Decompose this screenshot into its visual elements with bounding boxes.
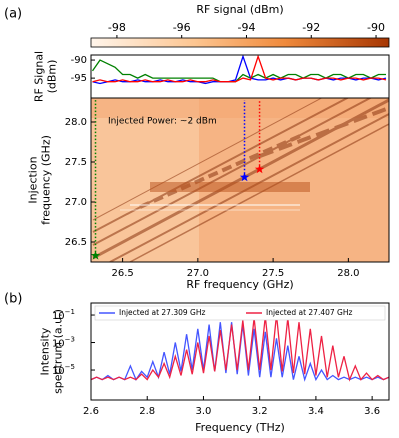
x-tick-label: 3.4 (308, 406, 324, 417)
x-tick-label: 26.5 (111, 268, 133, 279)
y-axis-label: Intensity (39, 327, 52, 375)
colorbar-title: RF signal (dBm) (196, 3, 283, 16)
y-tick-label: 26.5 (65, 237, 87, 248)
tick-base: 10 (52, 339, 65, 350)
x-tick-label: 27.5 (262, 268, 284, 279)
y-tick-label: 28.0 (65, 117, 87, 128)
panel-label: (b) (4, 292, 22, 307)
y-tick-label: 10−3 (52, 336, 75, 350)
star-marker (90, 250, 101, 260)
y-tick-label: 27.0 (65, 197, 87, 208)
x-tick-label: 27.0 (187, 268, 209, 279)
x-tick-label: 2.6 (83, 406, 99, 417)
y-axis-label: RF Signal (33, 51, 46, 102)
y-axis-label: Injection (27, 156, 40, 203)
x-tick-label: 3.0 (195, 406, 211, 417)
tick-base: 10 (52, 311, 65, 322)
panel-label: (a) (4, 7, 22, 22)
series-line (91, 59, 386, 83)
x-tick-label: 28.0 (337, 268, 359, 279)
y-axis-label: frequency (GHz) (40, 135, 53, 225)
tick-exponent: −5 (65, 363, 75, 371)
star-marker (254, 164, 265, 174)
y-axis-label: spectrum (a.u.) (52, 309, 65, 394)
tick-exponent: −3 (65, 336, 75, 344)
y-tick-label: -90 (71, 55, 87, 66)
tick-base: 10 (52, 366, 65, 377)
series-line (91, 314, 389, 382)
plot-frame (90, 97, 390, 263)
y-axis-label: (dBm) (46, 60, 59, 94)
x-axis-label: RF frequency (GHz) (186, 278, 293, 291)
plot-frame (90, 302, 390, 401)
x-tick-label: 3.6 (364, 406, 380, 417)
legend-label: Injected at 27.407 GHz (266, 308, 352, 317)
legend-label: Injected at 27.309 GHz (119, 308, 205, 317)
y-tick-label: -95 (71, 73, 87, 84)
colorbar-tick-label: -94 (237, 21, 255, 34)
colorbar-tick-label: -92 (302, 21, 320, 34)
y-tick-label: 10−1 (52, 308, 75, 322)
x-tick-label: 3.2 (252, 406, 268, 417)
y-tick-label: 27.5 (65, 157, 87, 168)
tick-exponent: −1 (65, 308, 75, 316)
x-tick-label: 2.8 (139, 406, 155, 417)
series-line (92, 55, 387, 83)
legend-box (94, 305, 386, 321)
y-tick-label: 10−5 (52, 363, 75, 377)
colorbar (90, 37, 390, 48)
x-axis-label: Frequency (THz) (195, 421, 285, 434)
colorbar-tick-label: -96 (173, 21, 191, 34)
annotation: Injected Power: ~2 dBm (108, 117, 217, 127)
colorbar-tick-label: -90 (367, 21, 385, 34)
colorbar-tick-label: -98 (108, 21, 126, 34)
heatmap-image (91, 98, 389, 262)
star-marker (239, 172, 250, 182)
